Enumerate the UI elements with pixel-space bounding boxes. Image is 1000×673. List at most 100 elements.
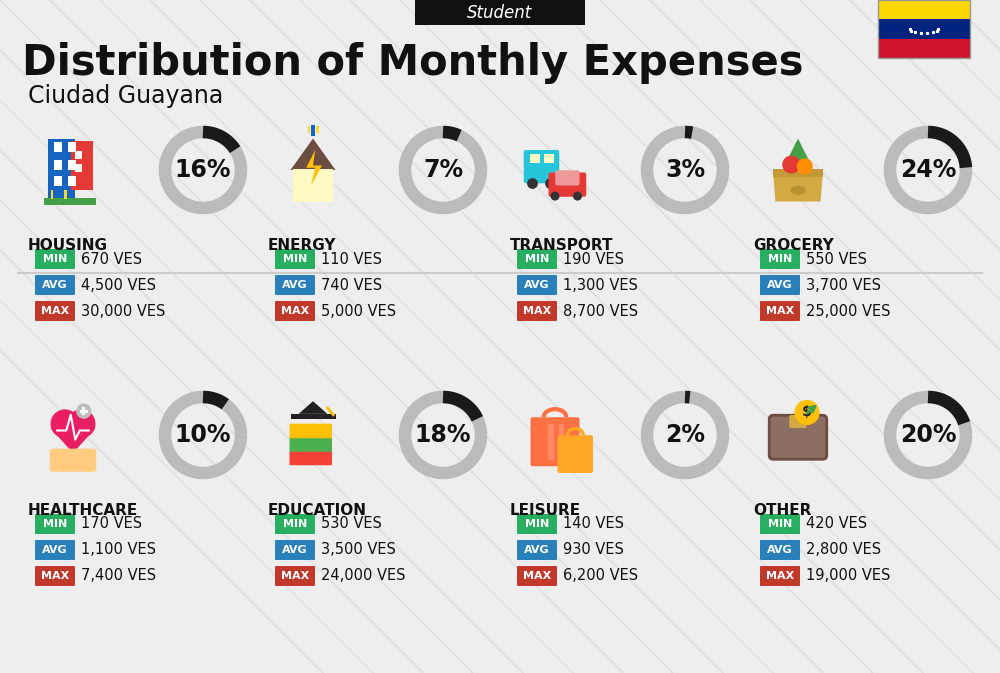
FancyBboxPatch shape <box>760 514 800 534</box>
Text: 420 VES: 420 VES <box>806 516 867 532</box>
FancyBboxPatch shape <box>35 514 75 534</box>
Text: OTHER: OTHER <box>753 503 811 518</box>
Text: MIN: MIN <box>525 519 549 529</box>
Text: 930 VES: 930 VES <box>563 542 624 557</box>
FancyBboxPatch shape <box>48 139 75 201</box>
Text: MAX: MAX <box>41 306 69 316</box>
Text: HEALTHCARE: HEALTHCARE <box>28 503 138 518</box>
FancyBboxPatch shape <box>555 170 580 186</box>
FancyBboxPatch shape <box>71 141 93 190</box>
Text: 1,100 VES: 1,100 VES <box>81 542 156 557</box>
FancyBboxPatch shape <box>80 410 88 413</box>
Text: MIN: MIN <box>283 254 307 264</box>
FancyBboxPatch shape <box>760 249 800 269</box>
Text: MIN: MIN <box>43 254 67 264</box>
Text: AVG: AVG <box>282 545 308 555</box>
Text: 530 VES: 530 VES <box>321 516 382 532</box>
FancyBboxPatch shape <box>35 275 75 295</box>
Text: MAX: MAX <box>766 571 794 581</box>
Text: 140 VES: 140 VES <box>563 516 624 532</box>
FancyBboxPatch shape <box>82 407 85 415</box>
FancyBboxPatch shape <box>517 540 557 560</box>
FancyBboxPatch shape <box>760 540 800 560</box>
Text: 3,700 VES: 3,700 VES <box>806 277 881 293</box>
FancyBboxPatch shape <box>50 449 96 472</box>
Text: Distribution of Monthly Expenses: Distribution of Monthly Expenses <box>22 42 804 84</box>
FancyBboxPatch shape <box>789 415 807 428</box>
FancyBboxPatch shape <box>544 154 554 164</box>
Text: 190 VES: 190 VES <box>563 252 624 267</box>
Text: 19,000 VES: 19,000 VES <box>806 569 890 583</box>
FancyBboxPatch shape <box>275 566 315 586</box>
FancyBboxPatch shape <box>773 169 823 177</box>
FancyBboxPatch shape <box>290 423 332 438</box>
Text: MAX: MAX <box>523 571 551 581</box>
FancyBboxPatch shape <box>35 301 75 321</box>
Text: AVG: AVG <box>42 280 68 290</box>
Text: 4,500 VES: 4,500 VES <box>81 277 156 293</box>
FancyBboxPatch shape <box>75 151 82 159</box>
FancyBboxPatch shape <box>517 566 557 586</box>
FancyBboxPatch shape <box>54 160 62 170</box>
Circle shape <box>797 158 813 174</box>
Text: 20%: 20% <box>900 423 956 447</box>
Text: 2,800 VES: 2,800 VES <box>806 542 881 557</box>
Text: MIN: MIN <box>768 519 792 529</box>
FancyBboxPatch shape <box>275 301 315 321</box>
FancyBboxPatch shape <box>275 275 315 295</box>
Polygon shape <box>773 174 823 201</box>
FancyBboxPatch shape <box>524 150 559 183</box>
Text: 10%: 10% <box>175 423 231 447</box>
Text: 25,000 VES: 25,000 VES <box>806 304 891 318</box>
FancyBboxPatch shape <box>80 410 88 413</box>
Circle shape <box>550 192 560 201</box>
FancyBboxPatch shape <box>878 20 970 38</box>
Text: AVG: AVG <box>282 280 308 290</box>
FancyBboxPatch shape <box>68 176 76 186</box>
FancyBboxPatch shape <box>68 160 76 170</box>
Text: 30,000 VES: 30,000 VES <box>81 304 165 318</box>
Text: MAX: MAX <box>41 571 69 581</box>
Text: MAX: MAX <box>281 306 309 316</box>
FancyBboxPatch shape <box>517 514 557 534</box>
FancyBboxPatch shape <box>760 566 800 586</box>
Text: HOUSING: HOUSING <box>28 238 108 253</box>
Text: Student: Student <box>467 3 533 22</box>
Text: TRANSPORT: TRANSPORT <box>510 238 614 253</box>
Circle shape <box>51 409 79 438</box>
Text: 170 VES: 170 VES <box>81 516 142 532</box>
FancyBboxPatch shape <box>311 125 315 136</box>
Circle shape <box>794 400 820 425</box>
Text: 2%: 2% <box>665 423 705 447</box>
FancyBboxPatch shape <box>558 435 593 473</box>
FancyBboxPatch shape <box>290 437 332 452</box>
FancyBboxPatch shape <box>35 249 75 269</box>
FancyBboxPatch shape <box>290 451 332 465</box>
Text: MIN: MIN <box>525 254 549 264</box>
FancyBboxPatch shape <box>275 249 315 269</box>
FancyBboxPatch shape <box>275 540 315 560</box>
Text: Ciudad Guayana: Ciudad Guayana <box>28 84 223 108</box>
FancyBboxPatch shape <box>75 164 82 172</box>
Text: 24%: 24% <box>900 158 956 182</box>
Text: 3%: 3% <box>665 158 705 182</box>
FancyBboxPatch shape <box>35 540 75 560</box>
FancyBboxPatch shape <box>548 172 586 197</box>
FancyBboxPatch shape <box>293 169 333 201</box>
Text: 18%: 18% <box>415 423 471 447</box>
Text: 3,500 VES: 3,500 VES <box>321 542 396 557</box>
FancyBboxPatch shape <box>308 127 310 133</box>
FancyBboxPatch shape <box>82 407 85 415</box>
Circle shape <box>782 155 800 174</box>
Text: AVG: AVG <box>42 545 68 555</box>
FancyBboxPatch shape <box>517 249 557 269</box>
Text: MAX: MAX <box>523 306 551 316</box>
FancyBboxPatch shape <box>530 417 580 466</box>
Text: AVG: AVG <box>767 545 793 555</box>
FancyBboxPatch shape <box>64 190 67 199</box>
Text: LEISURE: LEISURE <box>510 503 581 518</box>
Text: 5,000 VES: 5,000 VES <box>321 304 396 318</box>
FancyBboxPatch shape <box>517 275 557 295</box>
FancyBboxPatch shape <box>50 190 53 199</box>
Text: AVG: AVG <box>524 545 550 555</box>
